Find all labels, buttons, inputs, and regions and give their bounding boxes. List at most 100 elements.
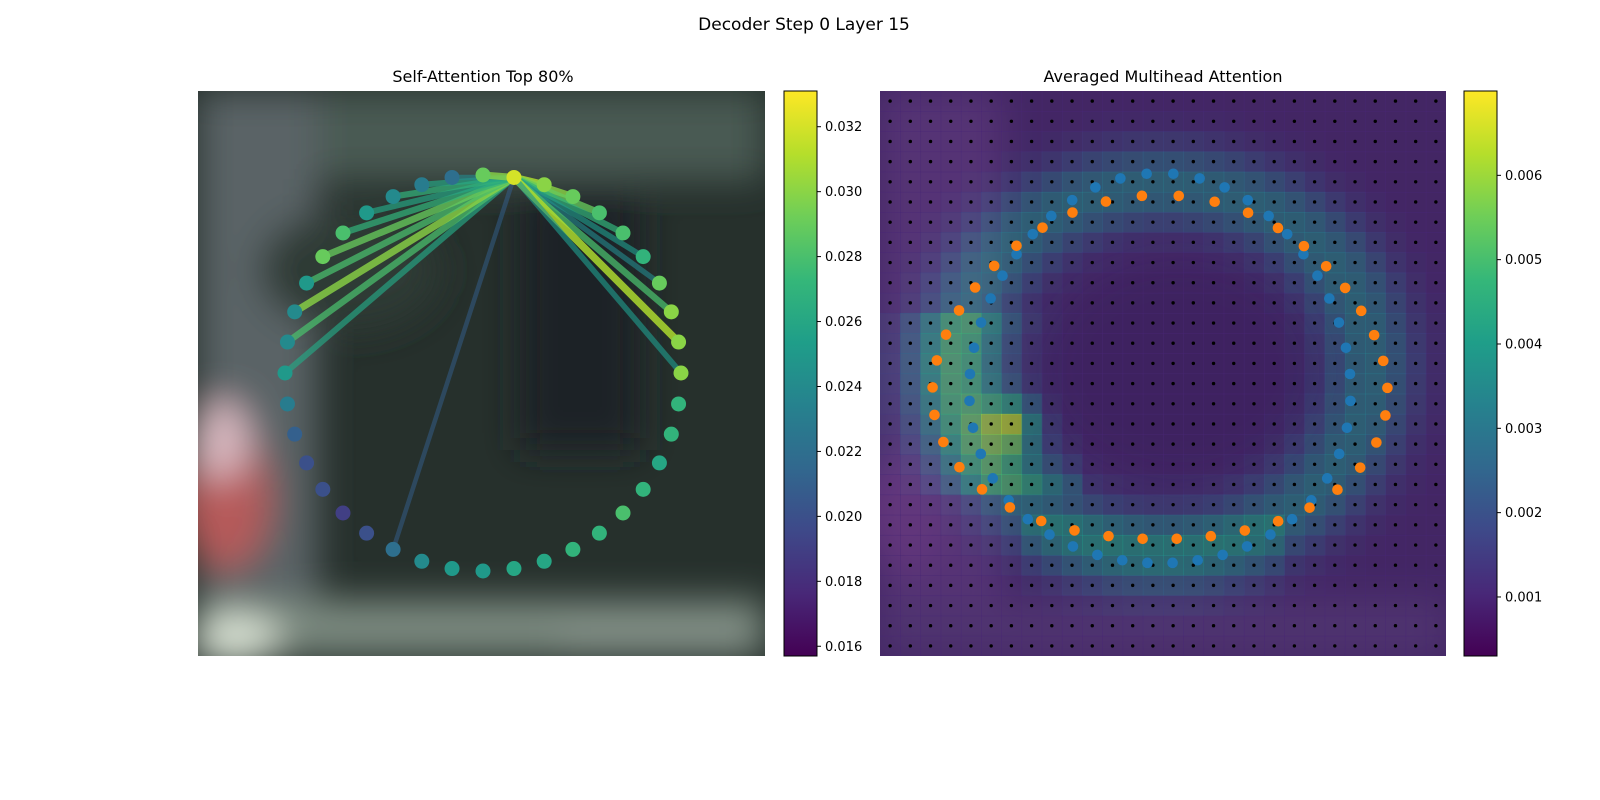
grid-dot (888, 280, 892, 285)
token-point-b (1173, 190, 1185, 202)
grid-dot (989, 523, 993, 527)
grid-dot (1252, 220, 1256, 224)
grid-dot (1232, 321, 1236, 325)
grid-dot (1171, 119, 1175, 123)
grid-dot (1292, 139, 1297, 144)
grid-dot (1171, 220, 1175, 224)
grid-dot (908, 402, 913, 406)
grid-dot (1070, 502, 1074, 507)
grid-dot (1050, 139, 1054, 144)
grid-dot (1090, 260, 1094, 265)
grid-dot (1373, 119, 1377, 123)
token-point-a (1090, 182, 1101, 193)
grid-dot (1232, 180, 1236, 184)
grid-dot (1353, 543, 1357, 547)
grid-dot (1252, 139, 1256, 144)
grid-dot (1211, 240, 1216, 245)
token-point-b (1368, 329, 1380, 341)
grid-dot (1232, 502, 1236, 507)
grid-dot (1434, 321, 1438, 325)
grid-dot (1232, 624, 1236, 628)
attention-edges (282, 171, 684, 552)
grid-dot (1211, 180, 1216, 184)
token-point-b (1209, 196, 1220, 208)
grid-dot (1272, 280, 1276, 285)
grid-dot (928, 442, 933, 446)
grid-dot (1353, 381, 1357, 386)
token-point-a (968, 342, 980, 354)
grid-dot (1353, 644, 1357, 648)
grid-dot (1171, 422, 1175, 426)
grid-dot (1252, 301, 1256, 305)
token-point-a (1217, 549, 1228, 561)
token-node (591, 205, 607, 221)
grid-dot (969, 381, 973, 386)
grid-dot (1050, 543, 1054, 547)
grid-dot (1090, 301, 1094, 305)
grid-dot (1029, 240, 1034, 245)
grid-dot (1029, 301, 1034, 305)
token-point-a (964, 368, 976, 380)
grid-dot (1312, 523, 1317, 527)
token-point-a (1044, 529, 1055, 540)
grid-dot (1373, 260, 1377, 265)
grid-dot (969, 462, 973, 467)
grid-dot (1434, 482, 1438, 487)
grid-dot (1393, 280, 1398, 285)
grid-dot (1312, 99, 1317, 103)
right-colorbar-gradient (1463, 90, 1498, 657)
grid-dot (1434, 119, 1438, 123)
grid-dot (1090, 442, 1094, 446)
colorbar-tick-label: 0.032 (825, 120, 862, 135)
grid-dot (1252, 462, 1256, 467)
grid-dot (1130, 321, 1135, 325)
token-point-b (1171, 533, 1183, 545)
grid-dot (1353, 321, 1357, 325)
grid-dot (1191, 200, 1196, 204)
grid-dot (1029, 260, 1034, 265)
grid-dot (1151, 159, 1155, 164)
token-node (315, 481, 331, 497)
grid-dot (908, 502, 913, 507)
grid-dot (1413, 543, 1418, 547)
grid-dot (1232, 220, 1236, 224)
grid-dot (1252, 502, 1256, 507)
grid-dot (1090, 99, 1094, 103)
grid-dot (1191, 139, 1196, 144)
grid-dot (1070, 462, 1074, 467)
grid-dot (1272, 583, 1276, 588)
grid-dot (888, 361, 892, 366)
grid-dot (928, 220, 933, 224)
grid-dot (1373, 240, 1377, 245)
token-point-b (1004, 502, 1016, 513)
grid-dot (1211, 442, 1216, 446)
grid-dot (969, 563, 973, 567)
grid-dot (1191, 119, 1196, 123)
token-node (651, 275, 667, 291)
grid-dot (1434, 361, 1438, 366)
grid-dot (1151, 301, 1155, 305)
token-series-a (964, 168, 1356, 569)
grid-dot (1252, 624, 1256, 628)
token-node (279, 396, 295, 412)
grid-dot (1232, 260, 1236, 265)
grid-dot (1413, 159, 1418, 164)
grid-dot (949, 381, 953, 386)
grid-dot (1292, 280, 1297, 285)
grid-dot (1353, 422, 1357, 426)
grid-dot (989, 543, 993, 547)
grid-dot (969, 583, 973, 588)
grid-dot (1191, 220, 1196, 224)
grid-dot (888, 603, 892, 608)
token-point-b (1332, 484, 1343, 496)
grid-dot (1151, 220, 1155, 224)
token-point-b (927, 382, 938, 393)
grid-dot (1171, 402, 1175, 406)
left-colorbar: 0.016 0.018 0.020 0.022 0.024 0.026 0.028 0.030… (783, 90, 862, 657)
grid-dot (1130, 260, 1135, 265)
grid-dot (1070, 381, 1074, 386)
grid-dot (1272, 200, 1276, 204)
grid-dot (1211, 422, 1216, 426)
grid-dot (888, 402, 892, 406)
grid-dot (949, 624, 953, 628)
